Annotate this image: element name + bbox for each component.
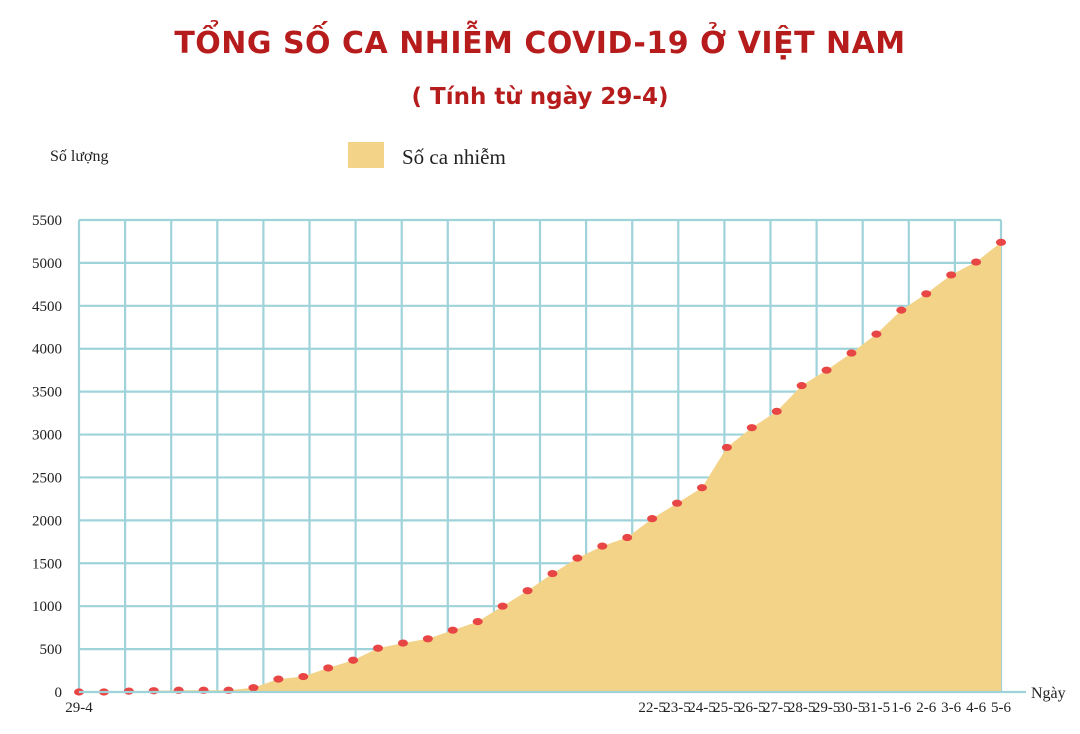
chart-title: TỔNG SỐ CA NHIỄM COVID-19 Ở VIỆT NAM: [174, 26, 906, 61]
legend-swatch: [348, 142, 384, 168]
data-point-3-6: [946, 271, 957, 279]
x-tick-label-1-6: 1-6: [891, 700, 911, 716]
x-axis-ticks: 29-4 22-523-524-525-526-527-528-529-530-5…: [65, 700, 1011, 716]
y-tick-label: 2000: [32, 513, 62, 529]
data-point-6-5: [248, 684, 259, 692]
data-point-28-5: [796, 382, 807, 390]
chart-subtitle: ( Tính từ ngày 29-4): [411, 84, 669, 110]
data-point-2-5: [148, 687, 159, 695]
y-tick-label: 2500: [32, 470, 62, 486]
y-tick-label: 3500: [32, 385, 62, 401]
data-point-24-5: [696, 484, 707, 492]
area-series-so-ca-nhiem: [79, 242, 1001, 692]
data-point-14-5: [447, 626, 458, 634]
data-point-22-5: [647, 515, 658, 523]
data-point-7-5: [273, 675, 284, 683]
data-point-30-5: [846, 349, 857, 357]
data-point-13-5: [422, 635, 433, 643]
x-tick-label-29-5: 29-5: [813, 700, 841, 716]
data-point-15-5: [472, 618, 483, 626]
data-point-19-5: [572, 554, 583, 562]
data-point-12-5: [397, 639, 408, 647]
x-tick-label-31-5: 31-5: [863, 700, 891, 716]
data-point-26-5: [746, 424, 757, 432]
y-tick-label: 5500: [32, 213, 62, 229]
data-point-11-5: [373, 644, 384, 652]
data-point-20-5: [597, 542, 608, 550]
data-point-27-5: [771, 407, 782, 415]
x-axis-label: Ngày: [1031, 685, 1066, 702]
data-point-5-6: [996, 238, 1006, 246]
data-point-18-5: [547, 569, 558, 578]
y-axis-label: Số lượng: [50, 148, 108, 165]
data-point-16-5: [497, 602, 508, 610]
x-tick-label-26-5: 26-5: [738, 700, 766, 716]
y-tick-label: 1500: [32, 556, 62, 572]
data-point-8-5: [298, 672, 309, 681]
x-tick-label-3-6: 3-6: [941, 700, 961, 716]
y-tick-label: 5000: [32, 256, 62, 272]
data-point-2-6: [921, 290, 932, 298]
x-tick-label-30-5: 30-5: [838, 700, 866, 716]
x-tick-label-2-6: 2-6: [916, 700, 936, 716]
data-point-25-5: [721, 443, 732, 452]
x-tick-label-25-5: 25-5: [713, 700, 741, 716]
x-tick-label-29-4: 29-4: [65, 700, 93, 716]
data-point-9-5: [323, 664, 334, 672]
data-point-10-5: [348, 656, 359, 664]
data-point-21-5: [622, 533, 633, 542]
y-tick-label: 500: [40, 642, 63, 658]
y-axis-ticks: 0 500 1000 1500 2000 2500 3000 3500 4000 4500 5000…: [32, 213, 62, 701]
x-tick-label-28-5: 28-5: [788, 700, 816, 716]
x-tick-label-5-6: 5-6: [991, 700, 1011, 716]
y-tick-label: 0: [55, 685, 63, 701]
data-point-31-5: [871, 330, 882, 338]
legend-label: Số ca nhiễm: [402, 145, 506, 169]
y-tick-label: 1000: [32, 599, 62, 615]
data-point-29-5: [821, 366, 832, 374]
data-point-23-5: [672, 499, 683, 507]
x-tick-label-4-6: 4-6: [966, 700, 986, 716]
y-tick-label: 4500: [32, 299, 62, 315]
x-tick-label-22-5: 22-5: [638, 700, 666, 716]
data-point-4-6: [971, 258, 982, 266]
x-tick-label-24-5: 24-5: [688, 700, 716, 716]
y-tick-label: 4000: [32, 342, 62, 358]
x-tick-label-27-5: 27-5: [763, 700, 791, 716]
data-point-17-5: [522, 587, 533, 595]
x-tick-label-23-5: 23-5: [663, 700, 691, 716]
data-point-1-6: [896, 306, 907, 314]
y-tick-label: 3000: [32, 428, 62, 444]
